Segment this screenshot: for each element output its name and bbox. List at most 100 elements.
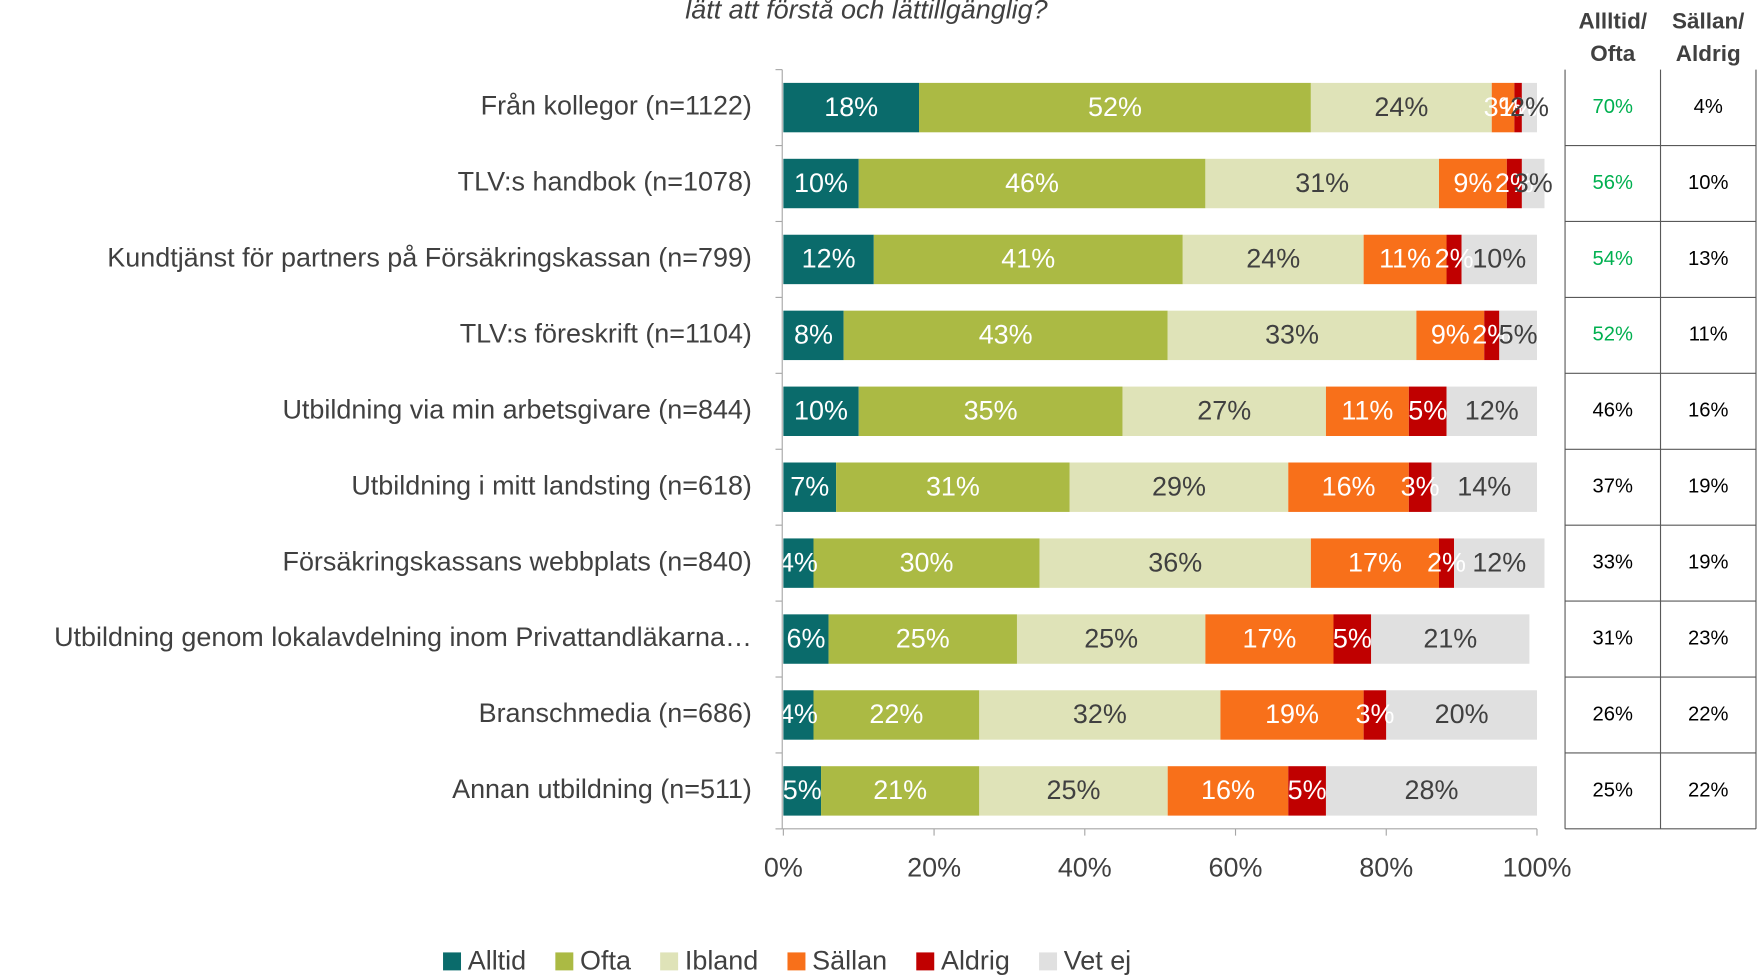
data-label: 25% — [1084, 623, 1138, 653]
x-tick-label: 0% — [764, 852, 803, 882]
data-label: 9% — [1431, 320, 1470, 350]
data-label: 5% — [1288, 775, 1327, 805]
data-label: 17% — [1348, 547, 1402, 577]
data-label: 35% — [964, 396, 1018, 426]
bar-segment — [783, 386, 859, 436]
data-label: 25% — [896, 623, 950, 653]
data-label: 12% — [1472, 547, 1526, 577]
category-label: Kundtjänst för partners på Försäkringska… — [107, 243, 752, 273]
data-label: 8% — [794, 320, 833, 350]
data-label: 41% — [1001, 244, 1055, 274]
bar-segment — [1325, 766, 1537, 816]
bar-segment — [1333, 614, 1372, 664]
data-label: 29% — [1152, 471, 1206, 501]
bar-segment — [1167, 766, 1289, 816]
bar-segment — [1408, 462, 1432, 512]
data-label: 3% — [1401, 471, 1440, 501]
bar-segment — [821, 766, 980, 816]
bar-segment — [1454, 538, 1545, 588]
bar-segment — [1363, 234, 1447, 285]
data-label: 2% — [1435, 244, 1474, 274]
data-label: 24% — [1246, 244, 1300, 274]
data-label: 5% — [1333, 623, 1372, 653]
data-label: 2% — [1495, 168, 1534, 198]
bar-segment — [1416, 310, 1485, 361]
legend-label: Vet ej — [1064, 946, 1131, 976]
bar-segment — [1408, 386, 1447, 436]
data-label: 4% — [779, 699, 818, 729]
legend-label: Sällan — [812, 946, 887, 976]
table-cell: 54% — [1593, 248, 1633, 270]
category-label: Utbildning i mitt landsting (n=618) — [351, 470, 752, 500]
bar-segment — [1491, 82, 1515, 133]
data-label: 30% — [900, 547, 954, 577]
bar-segment — [1220, 690, 1364, 740]
bar-segment — [1514, 82, 1522, 133]
data-label: 43% — [979, 320, 1033, 350]
table-cell: 22% — [1688, 779, 1728, 801]
bar-segment — [1499, 310, 1537, 361]
table-cell: 25% — [1593, 779, 1633, 801]
bar-segment — [1484, 310, 1500, 361]
data-label: 16% — [1201, 775, 1255, 805]
table-cell: 37% — [1593, 476, 1633, 498]
data-label: 18% — [824, 92, 878, 122]
data-label: 32% — [1073, 699, 1127, 729]
legend-swatch — [916, 952, 935, 971]
table-cell: 22% — [1688, 703, 1728, 725]
data-label: 3% — [1484, 92, 1523, 122]
table-cell: 23% — [1688, 627, 1728, 649]
data-label: 31% — [926, 471, 980, 501]
bar-segment — [919, 82, 1311, 133]
table-header: Aldrig — [1676, 41, 1741, 66]
bar-segment — [783, 766, 822, 816]
data-label: 6% — [786, 623, 825, 653]
bar-segment — [783, 234, 874, 285]
data-label: 28% — [1405, 775, 1459, 805]
bar-segment — [783, 310, 844, 361]
category-label: Utbildning genom lokalavdelning inom Pri… — [54, 622, 752, 652]
x-tick-label: 80% — [1359, 852, 1413, 882]
category-label: Utbildning via min arbetsgivare (n=844) — [282, 394, 751, 424]
table-cell: 70% — [1593, 96, 1633, 118]
table-cell: 56% — [1593, 172, 1633, 194]
table-cell: 16% — [1688, 400, 1728, 422]
table-cell: 10% — [1688, 172, 1728, 194]
data-label: 10% — [794, 396, 848, 426]
legend-swatch — [787, 952, 806, 971]
data-label: 36% — [1148, 547, 1202, 577]
bar-segment — [783, 158, 859, 209]
legend-swatch — [443, 952, 462, 971]
bar-segment — [873, 234, 1183, 285]
bar-segment — [1288, 462, 1409, 512]
bar-segment — [1438, 158, 1507, 209]
bar-segment — [813, 690, 980, 740]
table-cell: 4% — [1694, 96, 1723, 118]
data-label: 2% — [1427, 547, 1466, 577]
chart-title: lätt att förstå och lättillgänglig? — [685, 0, 1047, 24]
table-cell: 26% — [1593, 703, 1633, 725]
legend-swatch — [660, 952, 679, 971]
bar-segment — [783, 614, 829, 664]
x-tick-label: 60% — [1209, 852, 1263, 882]
bar-segment — [1205, 614, 1334, 664]
bar-segment — [1461, 234, 1537, 285]
data-label: 33% — [1265, 320, 1319, 350]
data-label: 5% — [1408, 396, 1447, 426]
bar-segment — [783, 82, 920, 133]
legend-label: Aldrig — [941, 946, 1010, 976]
x-tick-label: 20% — [907, 852, 961, 882]
legend-label: Ofta — [580, 946, 631, 976]
bar-segment — [1039, 538, 1311, 588]
bar-segment — [979, 766, 1168, 816]
bar-segment — [783, 538, 814, 588]
data-label: 16% — [1322, 471, 1376, 501]
legend-label: Ibland — [685, 946, 758, 976]
bar-segment — [1205, 158, 1439, 209]
bar-segment — [1446, 234, 1462, 285]
x-tick-label: 100% — [1503, 852, 1572, 882]
bar-segment — [858, 158, 1206, 209]
bar-segment — [1521, 82, 1537, 133]
